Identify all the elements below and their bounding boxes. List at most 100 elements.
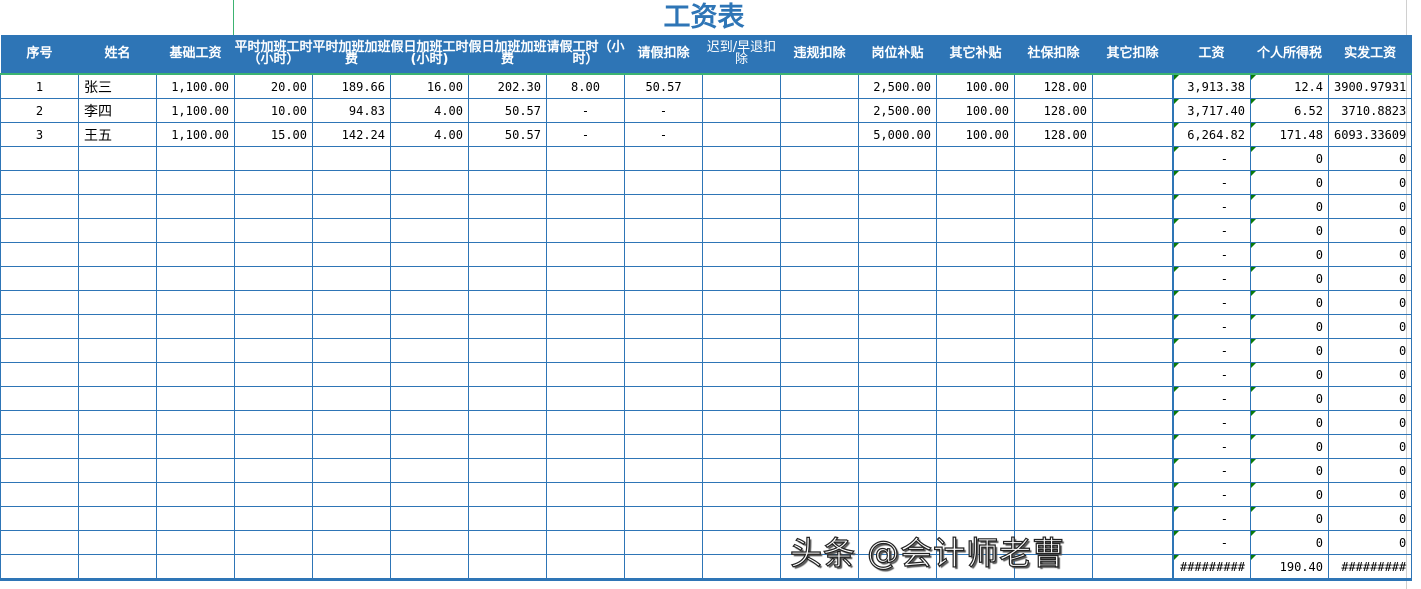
cell[interactable] xyxy=(312,362,391,387)
cell[interactable] xyxy=(546,506,625,531)
column-header[interactable]: 请假工时（小时） xyxy=(546,35,625,75)
cell[interactable]: 100.00 xyxy=(936,98,1015,123)
cell[interactable]: 0 xyxy=(1327,386,1413,411)
cell[interactable]: 0 xyxy=(1327,290,1413,315)
cell[interactable] xyxy=(624,458,703,483)
cell[interactable] xyxy=(0,290,79,315)
cell[interactable] xyxy=(0,314,79,339)
cell[interactable] xyxy=(390,410,469,435)
cell[interactable] xyxy=(936,218,1015,243)
cell[interactable] xyxy=(1092,242,1173,267)
cell[interactable] xyxy=(702,242,781,267)
cell[interactable]: 0 xyxy=(1327,458,1413,483)
cell[interactable] xyxy=(624,482,703,507)
cell[interactable] xyxy=(546,530,625,555)
column-header[interactable]: 假日加班加班费 xyxy=(468,35,547,75)
cell[interactable] xyxy=(702,338,781,363)
cell[interactable]: 0 xyxy=(1250,194,1329,219)
cell[interactable]: - xyxy=(1171,218,1251,243)
cell[interactable] xyxy=(546,458,625,483)
cell[interactable] xyxy=(312,170,391,195)
column-header[interactable]: 实发工资 xyxy=(1328,35,1412,75)
cell[interactable] xyxy=(858,434,937,459)
cell[interactable] xyxy=(780,170,859,195)
cell[interactable] xyxy=(312,434,391,459)
cell[interactable] xyxy=(624,386,703,411)
column-header[interactable]: 岗位补贴 xyxy=(858,35,937,75)
cell[interactable] xyxy=(468,458,547,483)
cell[interactable] xyxy=(234,266,313,291)
cell[interactable] xyxy=(936,410,1015,435)
cell[interactable] xyxy=(390,554,469,581)
cell[interactable] xyxy=(546,554,625,581)
cell[interactable] xyxy=(1014,242,1093,267)
cell[interactable] xyxy=(780,434,859,459)
cell[interactable] xyxy=(156,170,235,195)
cell[interactable]: 2 xyxy=(0,98,79,123)
cell[interactable] xyxy=(78,530,157,555)
cell[interactable] xyxy=(1014,506,1093,531)
cell[interactable] xyxy=(468,338,547,363)
cell[interactable] xyxy=(390,242,469,267)
cell[interactable] xyxy=(156,506,235,531)
cell[interactable] xyxy=(1014,194,1093,219)
cell[interactable] xyxy=(312,410,391,435)
cell[interactable] xyxy=(780,386,859,411)
cell[interactable]: 128.00 xyxy=(1014,73,1093,99)
cell[interactable]: 6.52 xyxy=(1250,98,1329,123)
cell[interactable] xyxy=(858,290,937,315)
column-header[interactable]: 平时加班加班费 xyxy=(312,35,391,75)
cell[interactable] xyxy=(858,194,937,219)
cell[interactable] xyxy=(156,554,235,581)
cell[interactable] xyxy=(546,386,625,411)
cell[interactable] xyxy=(312,506,391,531)
cell[interactable] xyxy=(858,410,937,435)
cell[interactable] xyxy=(234,242,313,267)
cell[interactable] xyxy=(1092,290,1173,315)
cell[interactable]: 16.00 xyxy=(390,73,469,99)
cell[interactable] xyxy=(78,146,157,171)
cell[interactable] xyxy=(234,434,313,459)
cell[interactable]: 0 xyxy=(1327,242,1413,267)
cell[interactable] xyxy=(936,554,1015,581)
cell[interactable] xyxy=(312,458,391,483)
cell[interactable] xyxy=(1092,554,1173,581)
cell[interactable] xyxy=(1092,386,1173,411)
cell[interactable]: 171.48 xyxy=(1250,122,1329,147)
cell[interactable] xyxy=(78,362,157,387)
cell[interactable] xyxy=(78,410,157,435)
cell[interactable] xyxy=(1092,314,1173,339)
cell[interactable] xyxy=(390,506,469,531)
cell[interactable] xyxy=(78,290,157,315)
cell[interactable] xyxy=(390,146,469,171)
cell[interactable] xyxy=(156,482,235,507)
cell[interactable] xyxy=(156,338,235,363)
cell[interactable] xyxy=(624,242,703,267)
cell[interactable] xyxy=(1014,362,1093,387)
cell[interactable] xyxy=(702,194,781,219)
cell[interactable] xyxy=(624,314,703,339)
cell[interactable] xyxy=(936,266,1015,291)
cell[interactable] xyxy=(858,482,937,507)
cell[interactable] xyxy=(702,458,781,483)
cell[interactable]: 190.40 xyxy=(1250,554,1329,581)
cell[interactable] xyxy=(1092,122,1173,147)
cell[interactable]: 3900.97931 xyxy=(1327,73,1413,99)
cell[interactable] xyxy=(546,362,625,387)
cell[interactable] xyxy=(624,194,703,219)
cell[interactable] xyxy=(1092,458,1173,483)
cell[interactable] xyxy=(1092,530,1173,555)
cell[interactable] xyxy=(858,170,937,195)
cell[interactable]: 0 xyxy=(1250,410,1329,435)
cell[interactable] xyxy=(468,170,547,195)
cell[interactable] xyxy=(156,362,235,387)
cell[interactable]: 0 xyxy=(1327,218,1413,243)
cell[interactable] xyxy=(936,242,1015,267)
cell[interactable] xyxy=(312,314,391,339)
cell[interactable]: 100.00 xyxy=(936,73,1015,99)
cell[interactable]: 50.57 xyxy=(624,73,703,99)
cell[interactable] xyxy=(234,338,313,363)
cell[interactable] xyxy=(468,554,547,581)
cell[interactable] xyxy=(234,482,313,507)
cell[interactable]: 3,913.38 xyxy=(1171,73,1251,99)
